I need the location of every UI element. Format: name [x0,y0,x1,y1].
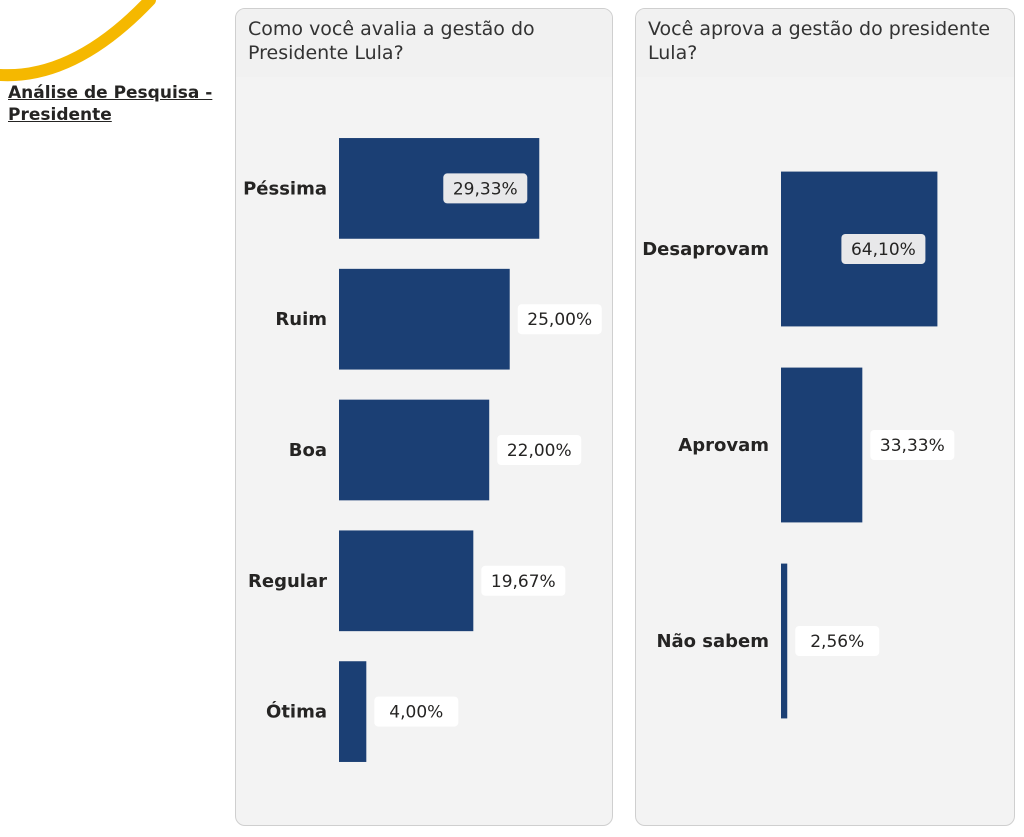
bar-4[interactable] [339,661,367,762]
bar-1[interactable] [781,367,863,523]
value-label: 64,10% [851,240,916,260]
logo-arc [0,0,156,82]
report-title-link[interactable]: Análise de Pesquisa - Presidente [8,83,213,125]
category-label: Aprovam [678,435,769,456]
bar-1[interactable] [339,268,510,370]
value-label-box [497,435,582,465]
value-label-box [517,304,602,335]
value-label-box [795,626,880,656]
bar-2[interactable] [781,563,788,719]
category-label: Não sabem [656,631,769,652]
value-label: 4,00% [389,703,443,723]
chart-panel-avaliacao: Como você avalia a gestão do Presidente … [235,8,613,826]
chart-title: Você aprova a gestão do presidente Lula? [648,18,991,64]
value-label: 25,00% [527,310,592,330]
value-label-box [374,696,459,727]
value-label: 29,33% [453,179,518,199]
panel-header [236,9,612,77]
value-label: 22,00% [507,441,572,461]
category-label: Ótima [266,701,327,723]
value-label-box [443,173,528,204]
chart-title: Como você avalia a gestão do Presidente … [248,18,535,64]
value-label-box [870,430,955,460]
value-label-box [841,234,926,264]
category-label: Regular [248,571,327,592]
bar-chart-avaliacao: Péssima 29,33% Ruim 25,00% Boa 22,00% Regular 1… [243,138,602,762]
value-label: 19,67% [491,572,556,592]
chart-panel-aprovacao: Você aprova a gestão do presidente Lula?… [635,8,1015,826]
bar-2[interactable] [339,399,490,501]
bar-chart-aprovacao: Desaprovam 64,10% Aprovam 33,33% Não sabem 2,… [642,171,955,719]
category-label: Péssima [243,178,327,199]
category-label: Ruim [275,309,327,330]
value-label: 2,56% [810,632,864,652]
category-label: Boa [289,440,327,461]
bar-3[interactable] [339,530,474,632]
category-label: Desaprovam [642,239,769,260]
value-label-box [481,565,566,596]
panel-header [636,9,1014,77]
value-label: 33,33% [880,436,945,456]
